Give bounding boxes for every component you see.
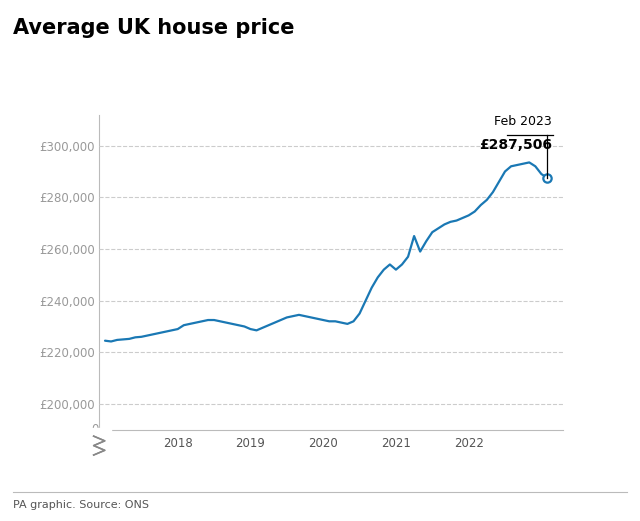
Text: 0: 0 bbox=[92, 424, 99, 436]
Bar bbox=[88, 428, 111, 456]
Text: £287,506: £287,506 bbox=[479, 138, 552, 152]
Text: PA graphic. Source: ONS: PA graphic. Source: ONS bbox=[13, 500, 149, 510]
Text: Feb 2023: Feb 2023 bbox=[494, 115, 552, 128]
Text: Average UK house price: Average UK house price bbox=[13, 18, 294, 38]
